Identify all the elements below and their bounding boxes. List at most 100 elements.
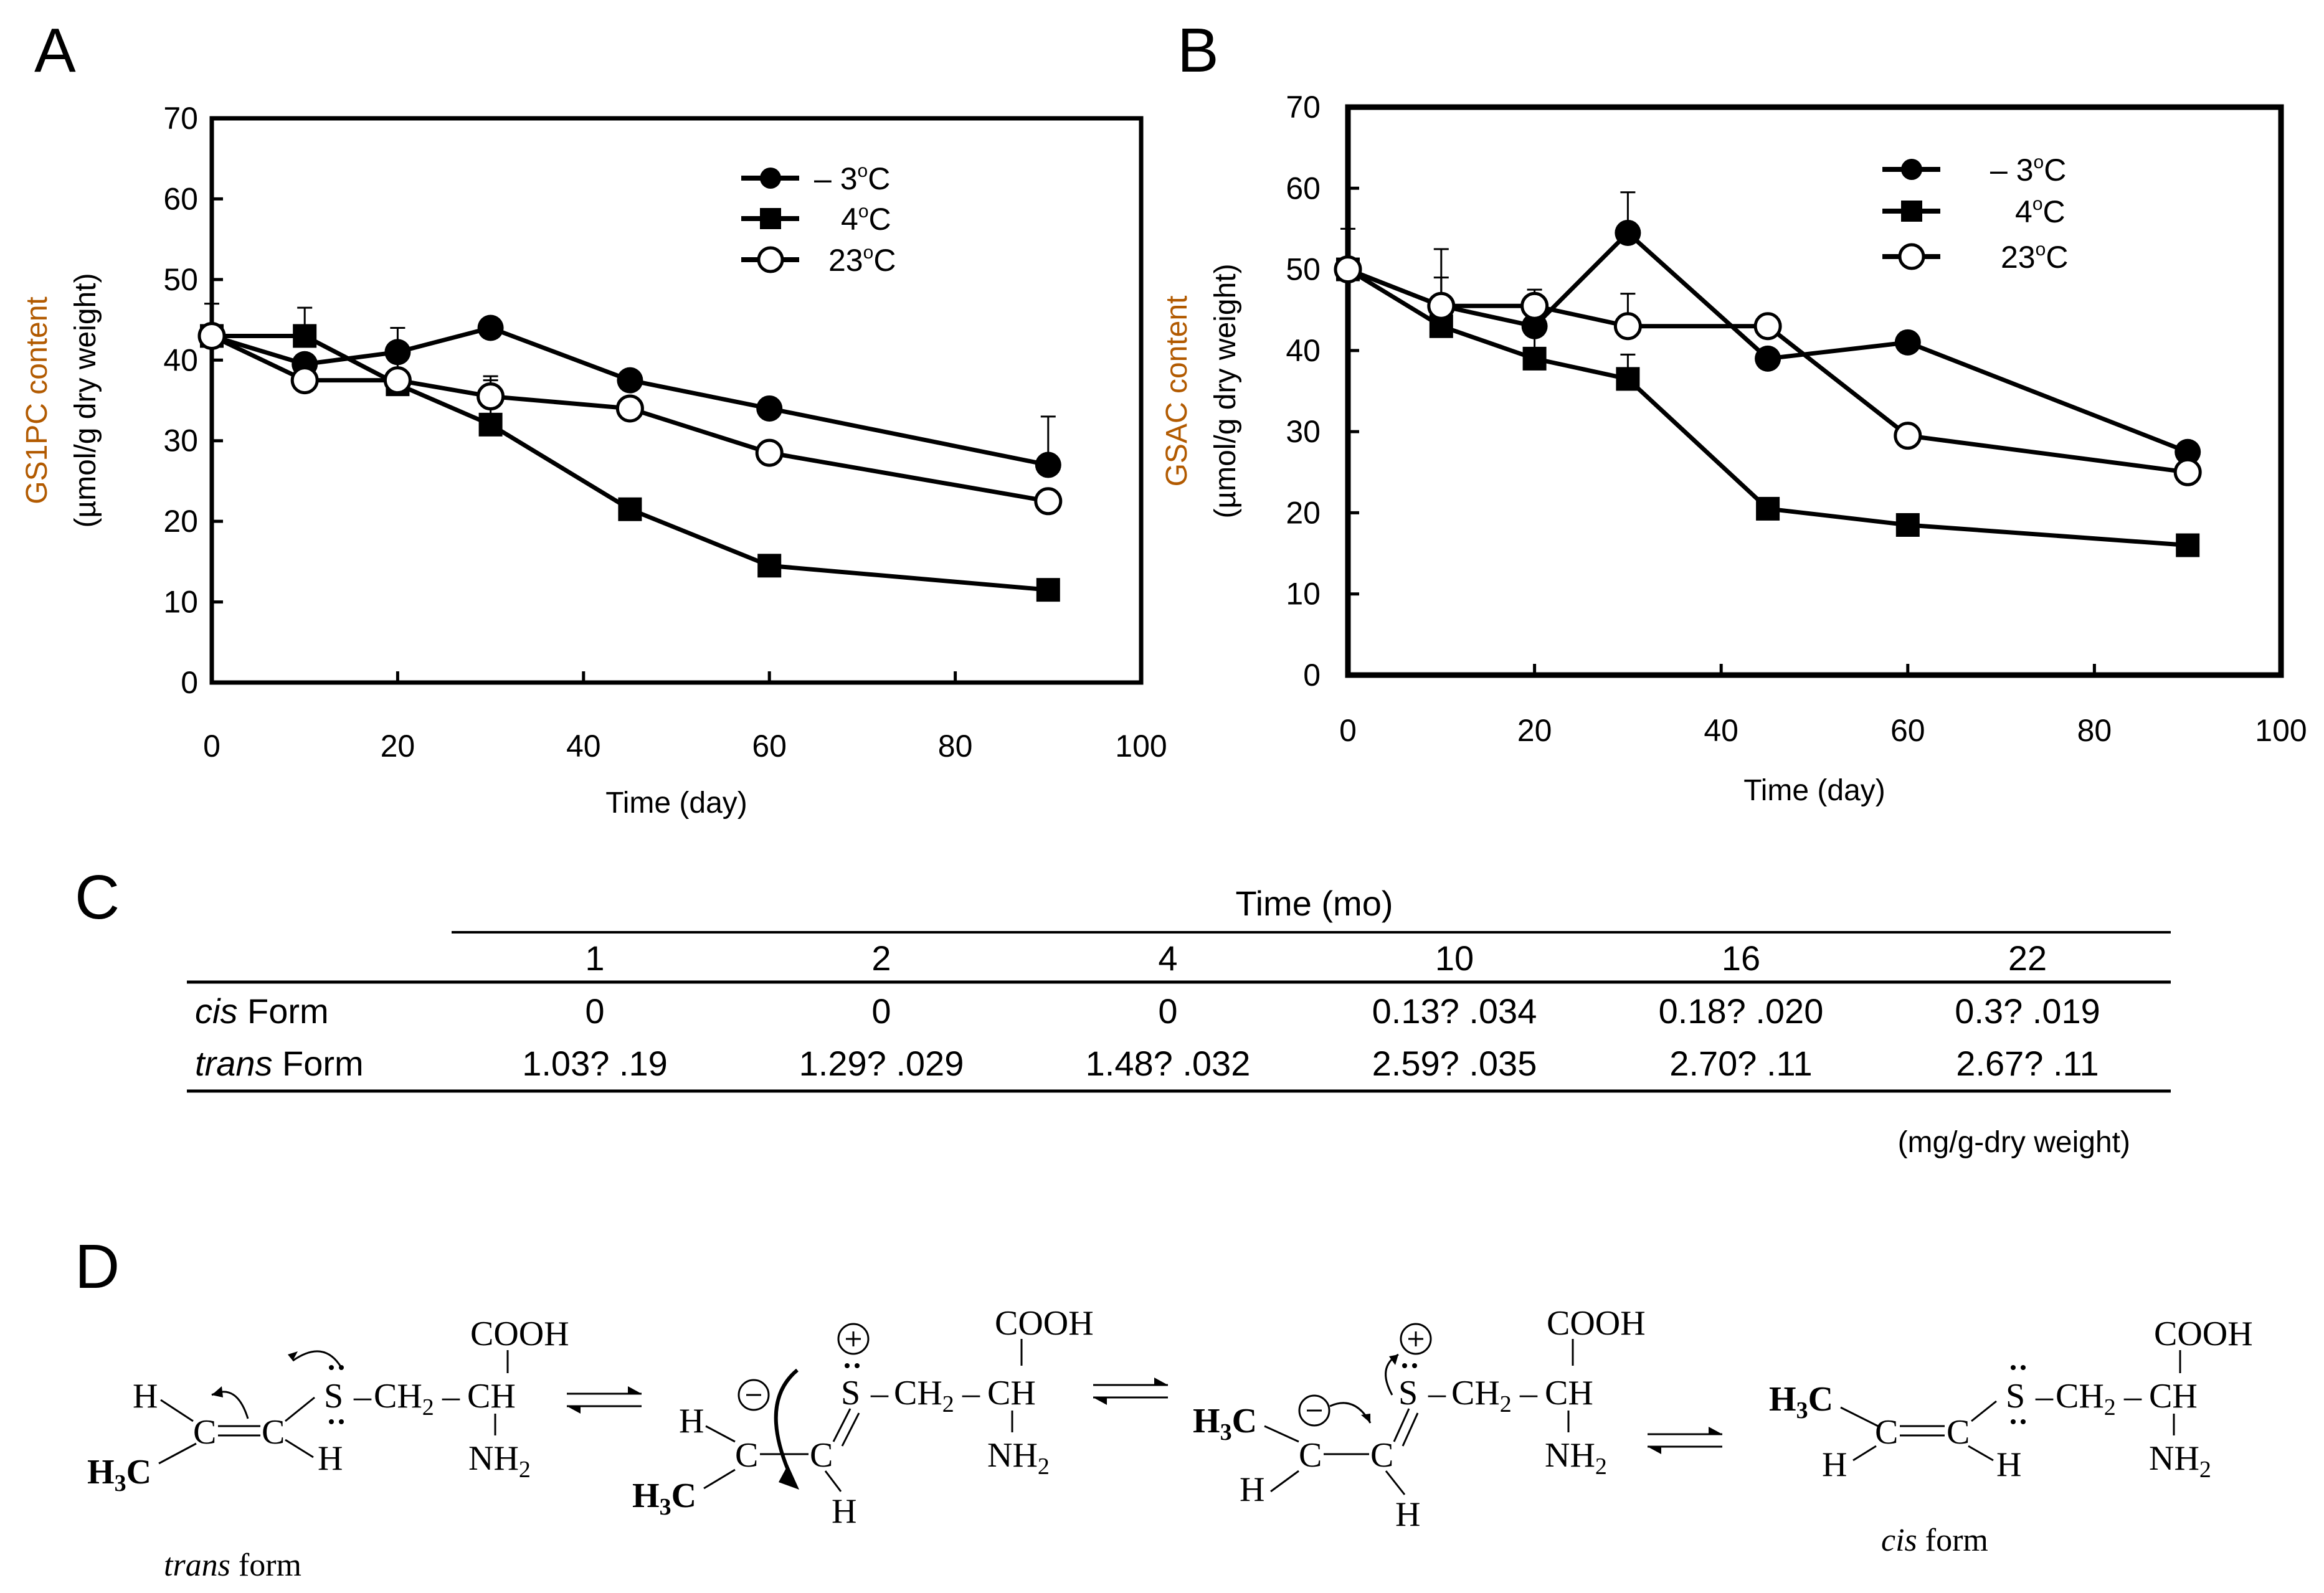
data-point-filled-circle	[756, 395, 783, 422]
structure-trans: COOH H C C H H3C S – CH2 – CH NH2	[87, 1315, 569, 1583]
cis-form-caption: cis form	[1881, 1523, 1988, 1558]
column-header: 16	[1722, 938, 1760, 978]
row-cells-trans: 1.03? .19 1.29? .029 1.48? .032 2.59? .035 2…	[522, 1044, 2099, 1083]
data-point-open-circle	[1613, 312, 1642, 341]
table-cell: 1.48? .032	[1086, 1044, 1251, 1083]
y-axis-unit-a: (µmol/g dry weight)	[69, 273, 102, 527]
data-point-filled-square	[1895, 513, 1920, 537]
data-point-filled-circle	[384, 339, 411, 366]
equilibrium-arrow-1	[567, 1386, 642, 1414]
legend-item-4: 4oC	[1882, 194, 2066, 229]
legend-label-23: 23oC	[828, 242, 896, 278]
table-column-headers: 1 2 4 10 16 22	[585, 938, 2047, 978]
reaction-scheme: COOH H C C H H3C S – CH2 – CH NH2	[87, 1304, 2253, 1583]
legend-label-minus3: – 3oC	[814, 161, 890, 196]
data-point-filled-circle	[477, 314, 504, 341]
s-atom: S	[841, 1374, 860, 1412]
legend-item-minus3: – 3oC	[1882, 152, 2066, 187]
legend-marker-filled-square	[1901, 201, 1922, 222]
cooh-label: COOH	[470, 1315, 569, 1353]
data-point-open-circle	[197, 321, 226, 350]
s-atom: S	[1398, 1374, 1418, 1412]
ch2-ch-bond: –	[2123, 1377, 2142, 1416]
data-point-open-circle	[1334, 255, 1362, 284]
table-cell: 2.70? .11	[1669, 1044, 1812, 1083]
h-atom: H	[1240, 1470, 1264, 1509]
data-point-open-circle	[1427, 291, 1456, 320]
h-atom: H	[679, 1402, 704, 1440]
legend-marker-open-circle	[1898, 243, 1925, 270]
table-cell: 0	[871, 991, 891, 1031]
data-point-filled-circle	[1521, 313, 1548, 339]
structure-cis: COOH H3C C C H H S – CH2 – CH NH2 cis fo…	[1769, 1315, 2253, 1558]
methyl-group: H3C	[632, 1477, 696, 1520]
ch-group: CH	[1545, 1374, 1593, 1412]
c-atom: C	[1947, 1413, 1970, 1452]
data-point-filled-square	[2176, 533, 2200, 557]
legend-label-minus3: – 3oC	[1990, 152, 2066, 187]
equilibrium-arrow-3	[1648, 1427, 1722, 1454]
legend-b: – 3oC 4oC 23oC	[1882, 152, 2068, 275]
c-atom: C	[1370, 1436, 1393, 1475]
y-ticks-b: 0 10 20 30 40 50 60 70	[1286, 90, 1359, 693]
ch2-ch-bond: –	[442, 1377, 460, 1416]
positive-charge-icon	[837, 1323, 870, 1355]
x-tick-label: 20	[1517, 713, 1552, 748]
y-tick-label: 50	[163, 262, 198, 297]
y-tick-label: 40	[163, 343, 198, 377]
row-cells-cis: 0 0 0 0.13? .034 0.18? .020 0.3? .019	[585, 991, 2100, 1031]
y-tick-label: 50	[1286, 252, 1321, 287]
h-atom: H	[1395, 1495, 1420, 1534]
table-group-header: Time (mo)	[1235, 884, 1393, 923]
methyl-group: H3C	[1193, 1402, 1257, 1445]
x-tick-label: 20	[381, 729, 415, 763]
methyl-group: H3C	[1769, 1380, 1833, 1424]
y-tick-label: 20	[163, 504, 198, 539]
data-point-open-circle	[290, 366, 319, 395]
c-atom: C	[262, 1413, 285, 1452]
h-atom: H	[318, 1439, 343, 1478]
column-header: 1	[585, 938, 604, 978]
row-label-trans: trans Form	[195, 1044, 364, 1083]
c-atom: C	[810, 1436, 833, 1475]
cooh-label: COOH	[2154, 1315, 2253, 1353]
x-tick-label: 40	[566, 729, 601, 763]
x-axis-label-a: Time (day)	[605, 787, 747, 820]
c-atom: C	[193, 1413, 216, 1452]
x-tick-label: 60	[1890, 713, 1925, 748]
c-atom: C	[1875, 1413, 1898, 1452]
panel-label-d: D	[75, 1232, 120, 1302]
ch2-ch-bond: –	[962, 1374, 980, 1412]
table-cell: 2.59? .035	[1372, 1044, 1537, 1083]
structure-intermediate-2: COOH S – CH2 – CH NH2 H3C C C	[1193, 1304, 1646, 1534]
data-point-filled-circle	[617, 367, 643, 394]
y-tick-label: 60	[163, 181, 198, 216]
data-point-open-circle	[383, 366, 412, 395]
nh2-group: NH2	[468, 1439, 531, 1483]
y-tick-label: 60	[1286, 171, 1321, 206]
x-tick-label: 40	[1704, 713, 1738, 748]
table-cell: 0.13? .034	[1372, 991, 1537, 1031]
ch2-group: CH2	[374, 1377, 434, 1420]
legend-item-23: 23oC	[741, 242, 896, 278]
data-point-filled-circle	[1615, 219, 1641, 246]
nh2-group: NH2	[987, 1436, 1050, 1480]
methyl-group: H3C	[87, 1453, 151, 1496]
legend-label-4: 4oC	[2015, 194, 2066, 229]
legend-item-4: 4oC	[741, 201, 891, 237]
data-point-filled-square	[293, 324, 317, 348]
trans-form-caption: trans form	[164, 1548, 301, 1583]
column-header: 4	[1158, 938, 1177, 978]
y-tick-label: 10	[1286, 577, 1321, 612]
data-point-open-circle	[615, 394, 644, 423]
series-a	[197, 303, 1063, 602]
table-cell: 0	[585, 991, 604, 1031]
legend-item-23: 23oC	[1882, 239, 2068, 275]
table-cell: 1.29? .029	[799, 1044, 964, 1083]
table-unit-note: (mg/g-dry weight)	[1898, 1126, 2130, 1159]
nh2-group: NH2	[2149, 1439, 2211, 1483]
y-tick-label: 70	[1286, 90, 1321, 125]
negative-charge-icon	[738, 1379, 770, 1411]
